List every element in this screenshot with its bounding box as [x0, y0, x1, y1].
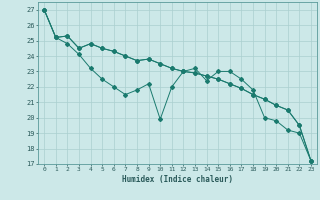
X-axis label: Humidex (Indice chaleur): Humidex (Indice chaleur) — [122, 175, 233, 184]
